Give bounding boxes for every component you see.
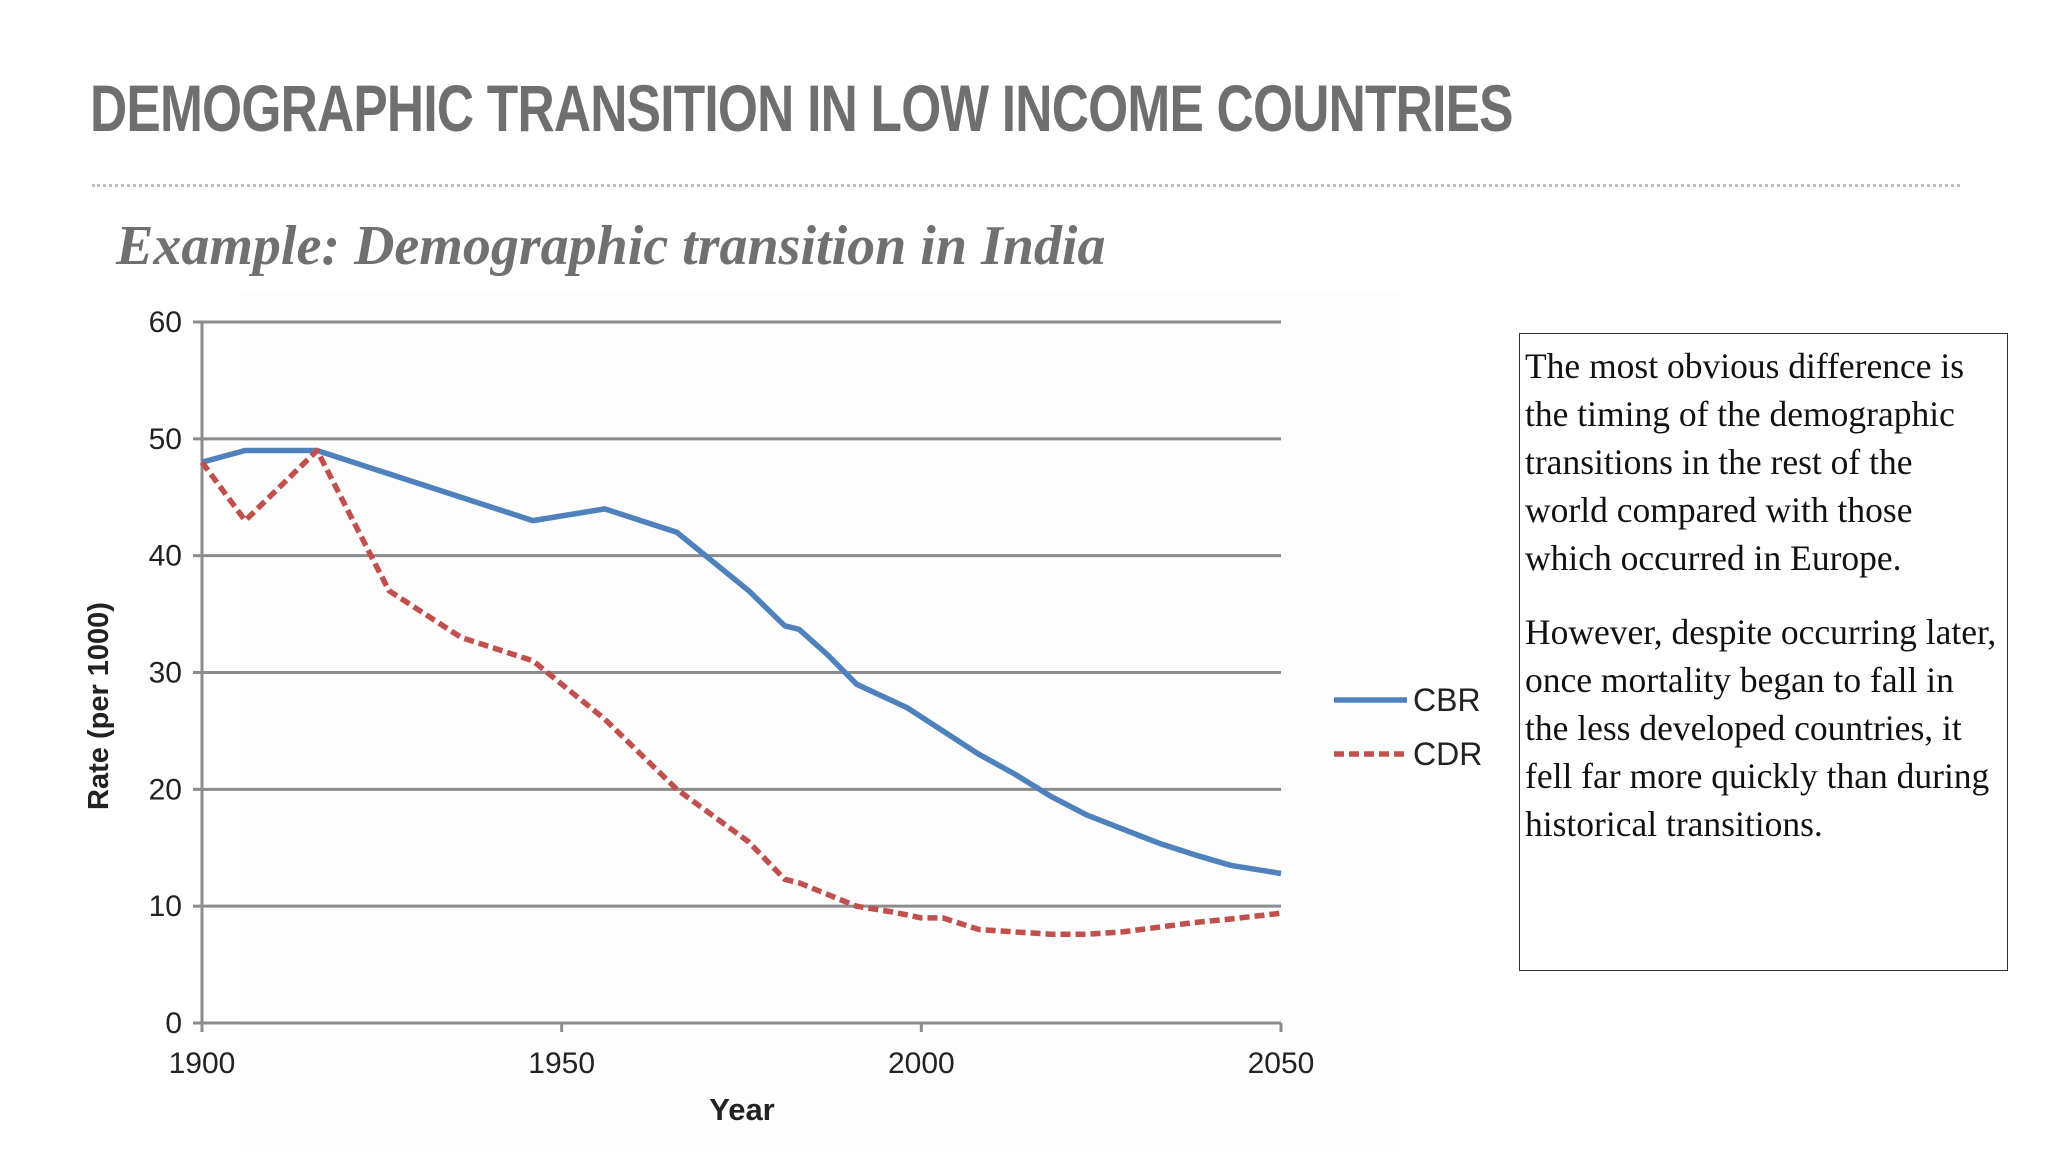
x-tick-label: 2050 [1248, 1047, 1315, 1080]
legend-label-cbr: CBR [1413, 682, 1481, 718]
demographic-transition-chart: 0 10 20 30 40 50 60 1900 1950 2000 2050 CBR CDR Yea… [83, 290, 1482, 1152]
title-divider [92, 184, 1960, 187]
series-line-cbr [201, 447, 1282, 877]
x-tick-label: 1950 [528, 1047, 595, 1080]
commentary-text-box: The most obvious difference is the timin… [1519, 333, 2008, 971]
chart-background [240, 290, 1400, 1152]
x-axis-title: Year [709, 1092, 775, 1127]
x-tick-label: 2000 [888, 1047, 955, 1080]
y-tick-label: 40 [149, 540, 182, 573]
commentary-paragraph: The most obvious difference is the timin… [1525, 346, 1965, 578]
y-tick-label: 10 [149, 890, 182, 923]
y-axis-title: Rate (per 1000) [83, 602, 115, 810]
y-tick-label: 0 [165, 1007, 182, 1040]
series-line-cdr [199, 447, 1282, 937]
slide-subtitle: Example: Demographic transition in India [116, 215, 1106, 277]
legend-label-cdr: CDR [1413, 736, 1482, 772]
slide-title: DEMOGRAPHIC TRANSITION IN LOW INCOME COU… [90, 71, 1513, 145]
y-tick-label: 60 [149, 306, 182, 339]
x-tick-label: 1900 [169, 1047, 236, 1080]
y-tick-label: 30 [149, 657, 182, 690]
commentary-paragraph: However, despite occurring later, once m… [1525, 612, 1997, 844]
y-tick-label: 20 [149, 773, 182, 806]
y-tick-label: 50 [149, 423, 182, 456]
